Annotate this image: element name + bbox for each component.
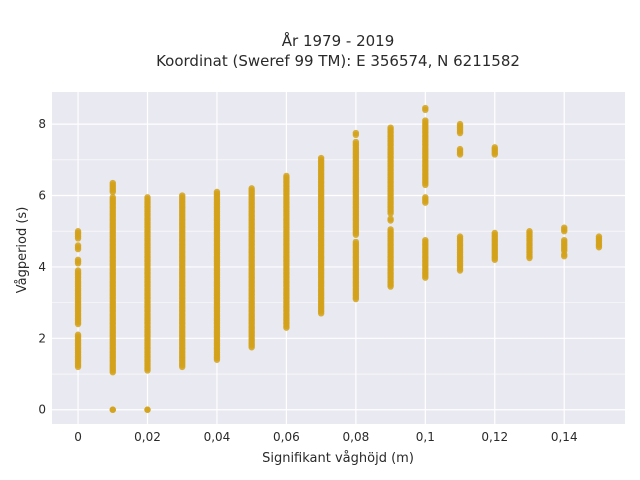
scatter-point	[387, 226, 394, 233]
y-axis-ticks: 0 2 4 6 8	[38, 117, 46, 417]
scatter-point	[456, 233, 464, 240]
scatter-point	[561, 236, 568, 244]
y-tick-label: 8	[38, 117, 46, 131]
x-tick-label: 0,06	[273, 430, 300, 444]
scatter-point	[595, 233, 603, 240]
scatter-point	[352, 238, 360, 246]
scatter-point	[109, 194, 116, 201]
x-tick-label: 0,12	[481, 430, 508, 444]
scatter-point	[144, 194, 151, 201]
x-axis-label: Signifikant våghöjd (m)	[262, 451, 414, 466]
x-tick-label: 0,02	[134, 430, 161, 444]
y-tick-label: 4	[38, 260, 46, 274]
scatter-point	[248, 185, 255, 192]
scatter-point	[109, 179, 116, 187]
scatter-point	[561, 224, 568, 231]
scatter-point	[422, 104, 429, 112]
scatter-point	[352, 129, 360, 137]
scatter-point	[109, 406, 116, 413]
chart-subtitle: Koordinat (Sweref 99 TM): E 356574, N 62…	[156, 52, 520, 70]
scatter-point	[74, 267, 82, 274]
scatter-point	[456, 120, 464, 128]
scatter-point	[526, 228, 533, 235]
x-tick-label: 0,1	[416, 430, 435, 444]
y-tick-label: 2	[38, 331, 46, 345]
y-tick-label: 6	[38, 189, 46, 203]
x-axis-ticks: 0 0,02 0,04 0,06 0,08 0,1 0,12 0,14	[74, 430, 577, 444]
scatter-point	[74, 242, 82, 249]
x-tick-label: 0	[74, 430, 82, 444]
scatter-point	[491, 144, 498, 151]
scatter-point	[74, 256, 82, 263]
scatter-point	[422, 194, 429, 201]
x-tick-label: 0,08	[343, 430, 370, 444]
scatter-point	[491, 229, 498, 237]
scatter-point	[74, 228, 82, 235]
scatter-point	[422, 117, 429, 124]
scatter-point	[387, 124, 394, 131]
scatter-point	[213, 188, 221, 196]
data-points	[74, 104, 603, 413]
scatter-point	[456, 145, 464, 153]
scatter-point	[317, 154, 325, 162]
y-axis-label: Vågperiod (s)	[15, 207, 30, 294]
x-tick-label: 0,14	[551, 430, 578, 444]
scatter-point	[283, 172, 290, 180]
scatter-point	[352, 138, 360, 146]
scatter-point	[144, 406, 151, 413]
scatter-point	[179, 192, 186, 199]
chart-title: År 1979 - 2019	[282, 31, 395, 50]
scatter-point	[387, 215, 394, 222]
scatter-point	[74, 331, 82, 338]
x-tick-label: 0,04	[204, 430, 231, 444]
y-tick-label: 0	[38, 403, 46, 417]
scatter-point	[422, 236, 429, 244]
